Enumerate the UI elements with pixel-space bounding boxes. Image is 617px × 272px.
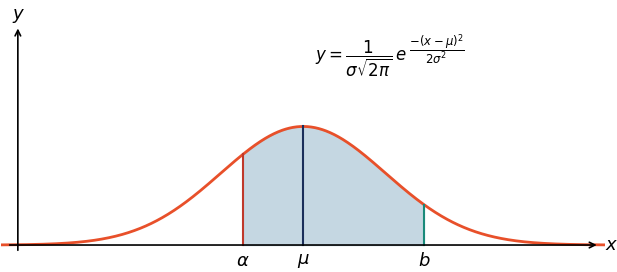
Text: $b$: $b$ — [418, 252, 430, 270]
Text: y: y — [12, 5, 23, 23]
Text: $\mu$: $\mu$ — [297, 252, 310, 270]
Text: $\alpha$: $\alpha$ — [236, 252, 250, 270]
Text: $y = \dfrac{1}{\sigma\sqrt{2\pi}}\,e^{\;\dfrac{-(x-\mu)^2}{2\sigma^2}}$: $y = \dfrac{1}{\sigma\sqrt{2\pi}}\,e^{\;… — [315, 32, 465, 80]
Text: x: x — [605, 236, 616, 254]
